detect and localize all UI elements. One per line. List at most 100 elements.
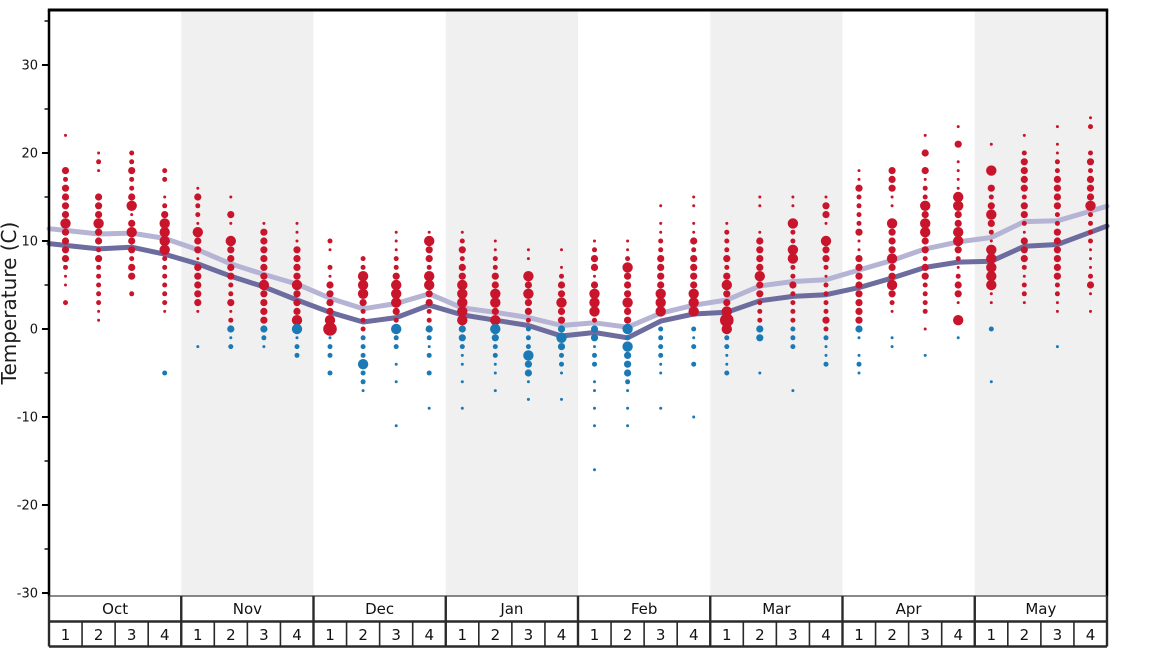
max-temp-dot: [921, 263, 929, 271]
min-temp-dot: [394, 424, 398, 428]
max-temp-dot: [393, 264, 399, 270]
min-temp-dot: [393, 335, 399, 341]
min-temp-dot: [790, 335, 796, 341]
min-temp-dot: [557, 343, 566, 351]
min-temp-dot: [291, 323, 303, 335]
max-temp-dot: [1053, 263, 1061, 271]
temperature-dots: [60, 116, 1096, 472]
max-temp-dot: [326, 299, 334, 307]
max-temp-dot: [626, 248, 630, 252]
max-temp-dot: [756, 263, 764, 271]
max-temp-dot: [560, 265, 563, 269]
max-temp-dot: [723, 272, 731, 280]
max-temp-dot: [692, 195, 696, 199]
min-temp-dot: [559, 352, 564, 358]
max-temp-dot: [886, 218, 898, 229]
week-label: 1: [987, 626, 997, 644]
max-temp-dot: [921, 211, 929, 219]
max-temp-dot: [97, 151, 101, 155]
max-temp-dot: [163, 309, 167, 313]
max-temp-dot: [425, 299, 433, 307]
max-temp-dot: [260, 263, 268, 271]
min-temp-dot: [295, 336, 299, 340]
max-temp-dot: [989, 239, 993, 243]
max-temp-dot: [458, 246, 466, 254]
max-temp-dot: [989, 142, 993, 146]
min-temp-dot: [857, 371, 861, 375]
min-temp-dot: [328, 336, 332, 340]
min-temp-dot: [622, 323, 633, 335]
max-temp-dot: [1020, 202, 1028, 210]
max-temp-dot: [856, 194, 862, 200]
max-temp-dot: [493, 239, 497, 243]
average-lines: [46, 203, 1110, 341]
max-temp-dot: [923, 133, 927, 137]
max-temp-dot: [988, 194, 994, 200]
max-temp-dot: [923, 177, 927, 181]
max-temp-dot: [953, 200, 964, 211]
max-temp-dot: [886, 253, 898, 264]
min-temp-dot: [626, 406, 630, 410]
max-temp-dot: [260, 290, 268, 298]
week-label: 4: [1086, 626, 1096, 644]
max-temp-dot: [921, 246, 929, 254]
max-temp-dot: [923, 327, 927, 331]
max-temp-dot: [690, 281, 698, 289]
max-temp-dot: [1088, 273, 1093, 279]
max-temp-dot: [1055, 142, 1059, 146]
max-temp-dot: [790, 308, 796, 314]
max-temp-dot: [196, 257, 200, 261]
max-temp-dot: [194, 263, 202, 271]
max-temp-dot: [61, 228, 70, 236]
max-temp-dot: [61, 184, 70, 192]
max-temp-dot: [956, 160, 960, 164]
max-temp-dot: [130, 213, 134, 217]
max-temp-dot: [592, 247, 597, 253]
max-temp-dot: [857, 239, 861, 243]
min-temp-dot: [556, 332, 567, 343]
max-temp-dot: [1089, 116, 1092, 120]
max-temp-dot: [393, 256, 399, 262]
max-temp-dot: [1020, 158, 1028, 166]
max-temp-dot: [1054, 291, 1060, 297]
max-temp-dot: [790, 264, 796, 270]
week-label: 4: [424, 626, 434, 644]
min-temp-dot: [426, 335, 432, 341]
min-temp-dot: [525, 335, 531, 341]
max-temp-dot: [856, 203, 862, 209]
max-temp-dot: [855, 281, 863, 289]
min-temp-dot: [790, 326, 796, 332]
max-temp-dot: [194, 290, 202, 298]
max-temp-dot: [95, 255, 103, 263]
max-temp-dot: [1022, 133, 1026, 137]
max-temp-dot: [1054, 212, 1060, 218]
max-temp-dot: [956, 265, 960, 269]
min-temp-dot: [989, 380, 993, 384]
max-temp-dot: [823, 326, 829, 332]
week-label: 2: [623, 626, 633, 644]
max-temp-dot: [96, 273, 102, 279]
max-temp-dot: [227, 246, 235, 254]
max-temp-dot: [1022, 301, 1026, 305]
max-temp-dot: [360, 317, 366, 323]
min-temp-dot: [426, 370, 432, 376]
max-temp-dot: [622, 297, 633, 308]
max-temp-dot: [228, 282, 234, 288]
max-temp-dot: [195, 212, 201, 218]
max-temp-dot: [688, 306, 699, 317]
max-temp-dot: [659, 230, 663, 234]
max-temp-dot: [1055, 125, 1059, 129]
max-temp-dot: [95, 202, 103, 210]
max-temp-dot: [260, 228, 268, 236]
max-temp-dot: [427, 230, 431, 234]
min-temp-dot: [557, 325, 566, 333]
max-temp-dot: [159, 235, 170, 247]
min-temp-dot: [492, 344, 498, 350]
max-temp-dot: [96, 282, 102, 288]
min-temp-dot: [460, 380, 464, 384]
max-temp-dot: [757, 308, 763, 314]
max-temp-dot: [756, 237, 764, 245]
max-temp-dot: [326, 290, 334, 298]
month-label-jan: Jan: [499, 600, 523, 618]
